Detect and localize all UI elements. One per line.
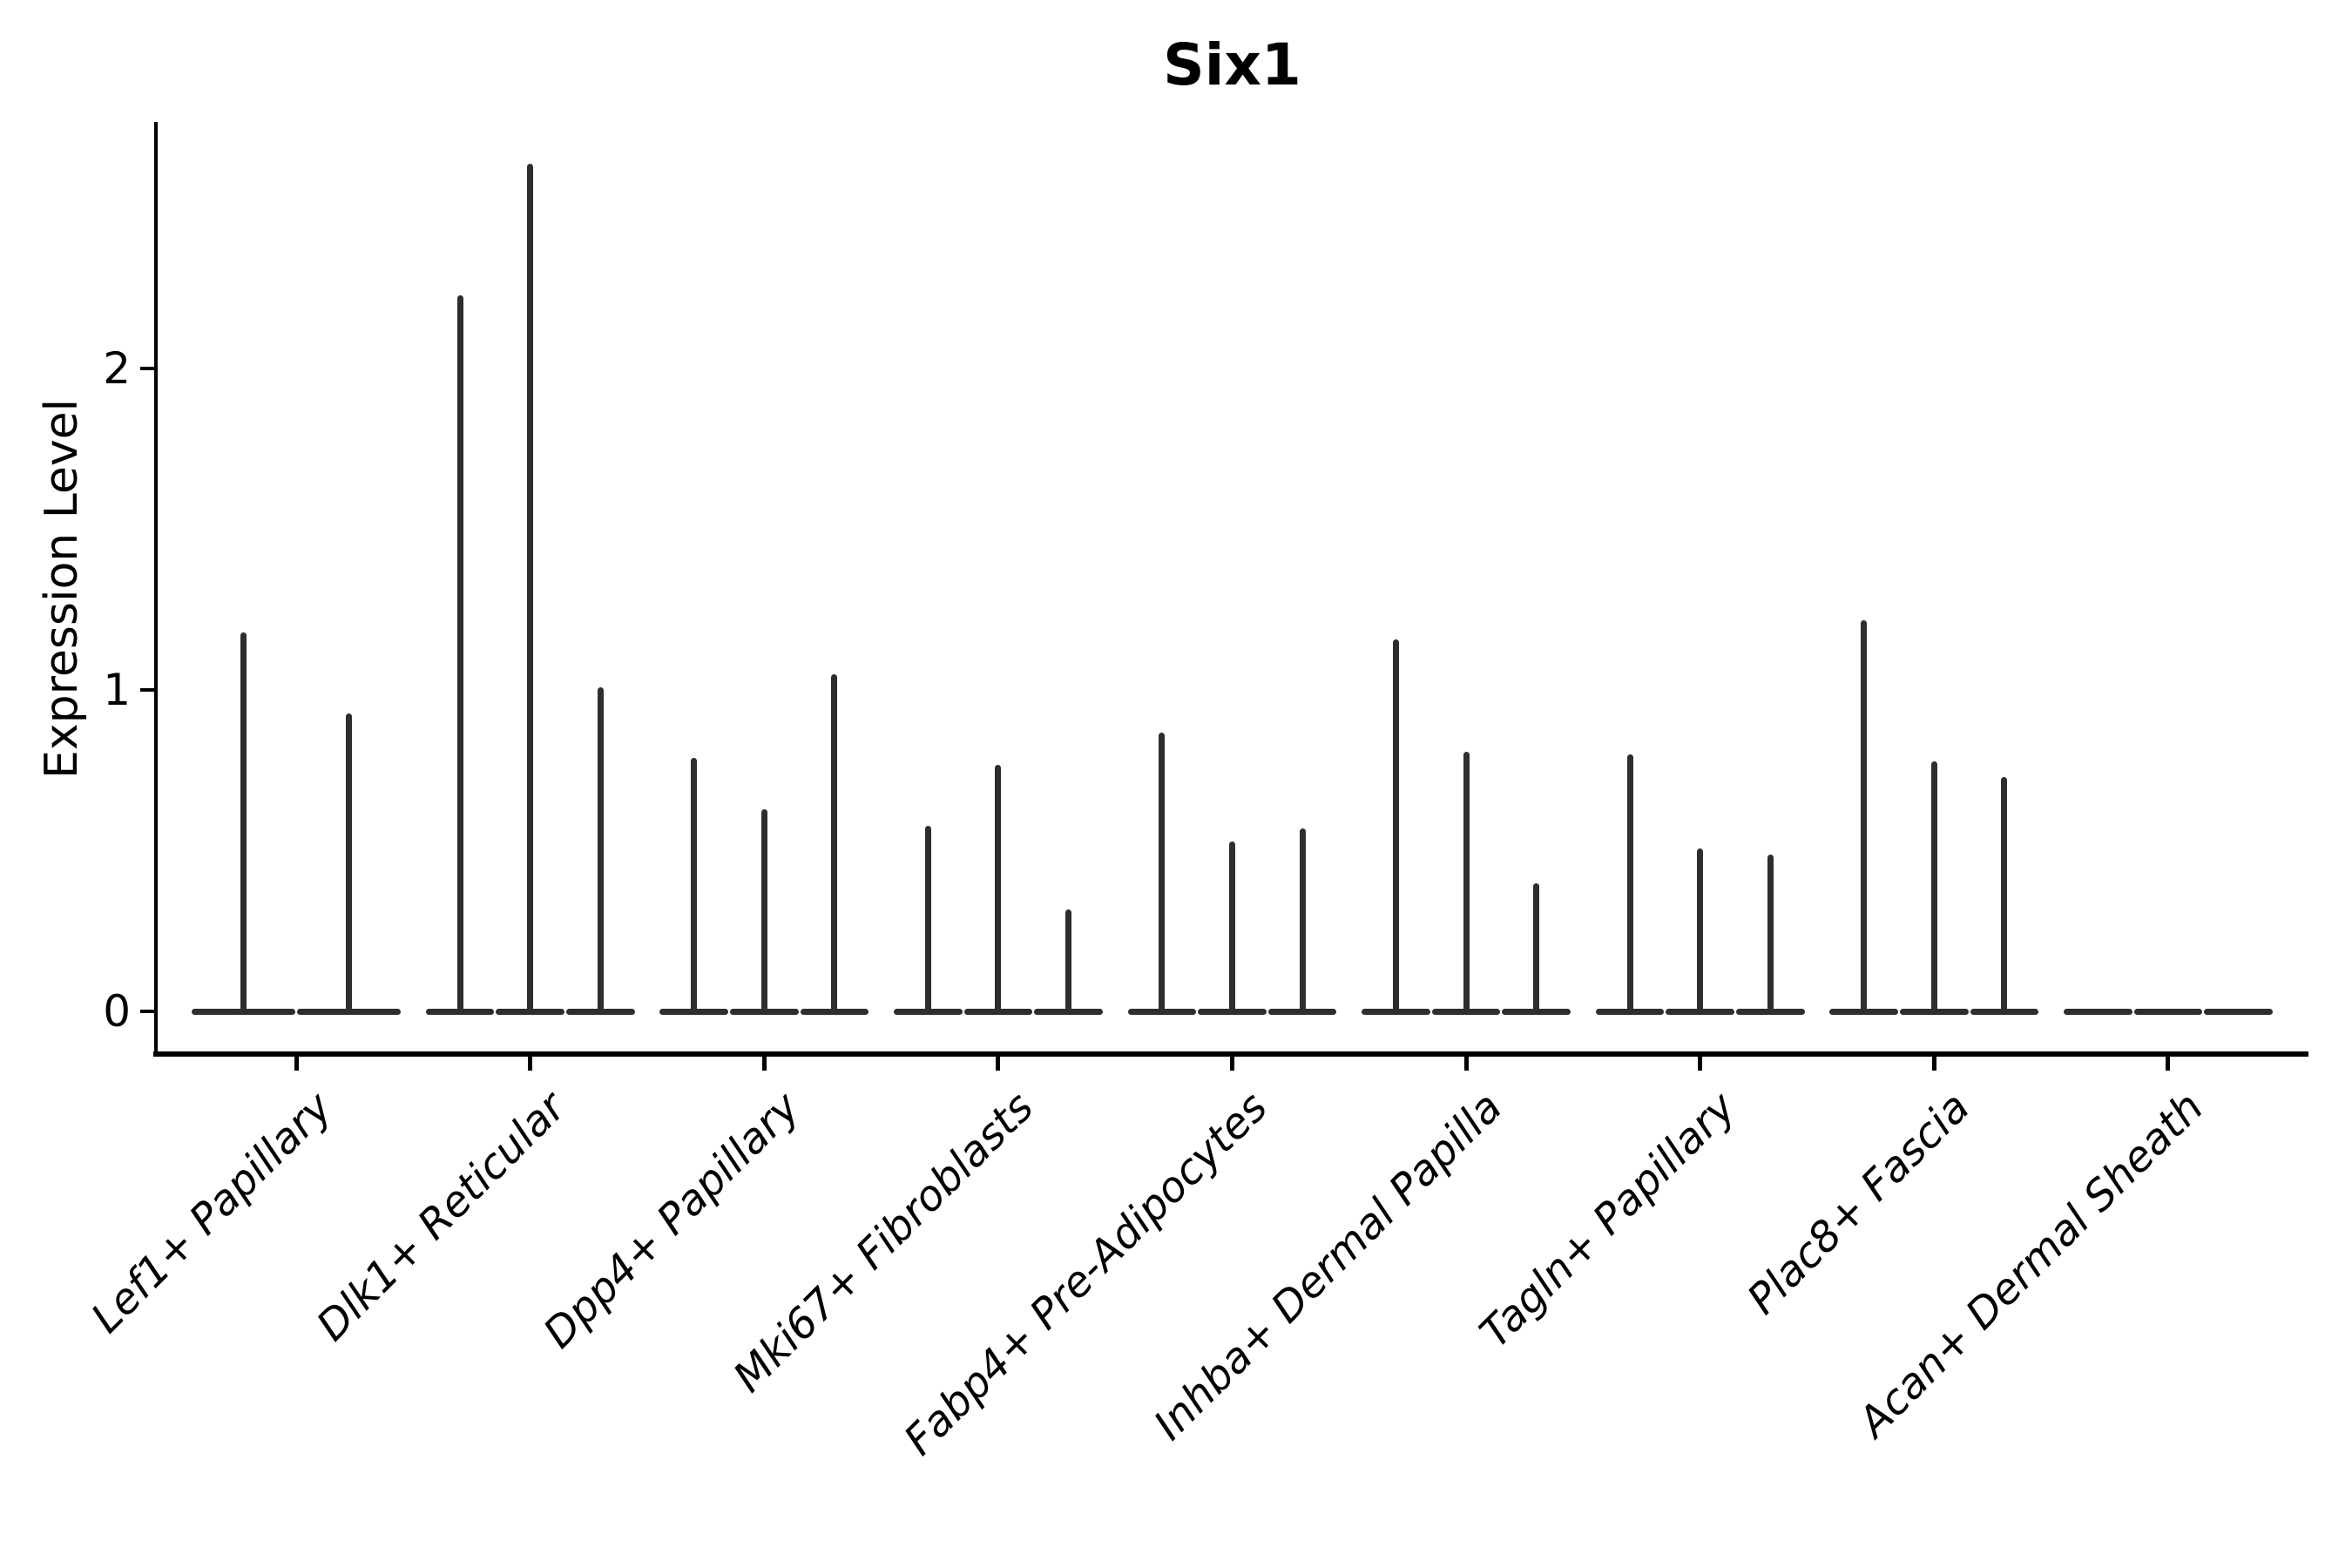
y-tick-label: 2 [103,343,131,394]
violin-spike [1767,854,1774,1014]
violin-spike [346,713,353,1014]
violin-base [2064,1008,2132,1015]
y-tick-label: 1 [103,665,131,715]
x-tick-mark [996,1057,1001,1071]
violin-spike [1463,751,1470,1014]
violin-spike [1533,883,1540,1014]
violin-spike [1697,848,1704,1014]
x-tick-label: Dpp4+ Papillary [534,1083,809,1358]
x-tick-mark [2166,1057,2171,1071]
violin-spike [597,687,604,1014]
violin-spike [760,809,767,1014]
x-tick-label: Tagln+ Papillary [1470,1083,1746,1358]
violin-spike [2001,777,2008,1014]
x-tick-mark [294,1057,299,1071]
y-tick-mark [140,367,154,370]
y-tick-mark [140,1010,154,1013]
x-tick-mark [1463,1057,1469,1071]
violin-spike [1626,754,1633,1014]
violin-spike [691,758,698,1014]
violin-spike [995,764,1002,1014]
violin-spike [1930,760,1937,1014]
x-tick-mark [761,1057,767,1071]
violin-spike [1393,639,1400,1014]
violin-spike [527,163,534,1014]
violin-spike [456,294,463,1014]
x-tick-mark [528,1057,533,1071]
violin-spike [1299,828,1306,1014]
violin-spike [831,674,838,1014]
y-tick-label: 0 [103,986,131,1037]
x-axis-spine [153,1051,2308,1057]
violin-spike [240,632,247,1014]
violin-base [2204,1008,2273,1015]
violin-base [2133,1008,2203,1015]
violin-spike [924,825,931,1014]
chart-title: Six1 [1163,31,1301,98]
x-tick-label: Lef1+ Papillary [81,1083,341,1343]
y-tick-mark [140,688,154,692]
y-axis-label: Expression Level [36,398,88,780]
violin-spike [1159,732,1166,1014]
violin-spike [1229,841,1236,1014]
violin-spike [1861,619,1868,1014]
x-tick-label: Plac8+ Fascia [1738,1083,1979,1324]
violin-spike [1065,909,1072,1014]
x-tick-label: Dlk1+ Reticular [308,1083,576,1351]
y-axis-spine [154,122,158,1057]
x-tick-mark [1931,1057,1936,1071]
x-tick-mark [1698,1057,1703,1071]
x-tick-mark [1230,1057,1235,1071]
